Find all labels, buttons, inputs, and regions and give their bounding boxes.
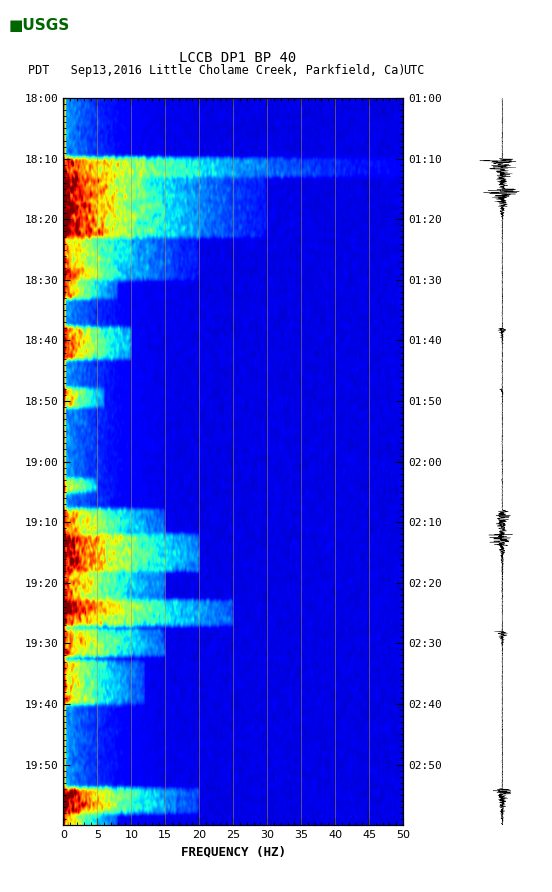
- Text: LCCB DP1 BP 40: LCCB DP1 BP 40: [179, 51, 296, 65]
- Text: ■USGS: ■USGS: [9, 19, 70, 33]
- Text: PDT   Sep13,2016: PDT Sep13,2016: [28, 64, 142, 77]
- Text: UTC: UTC: [403, 64, 424, 77]
- Text: Little Cholame Creek, Parkfield, Ca): Little Cholame Creek, Parkfield, Ca): [149, 64, 406, 77]
- X-axis label: FREQUENCY (HZ): FREQUENCY (HZ): [181, 846, 286, 858]
